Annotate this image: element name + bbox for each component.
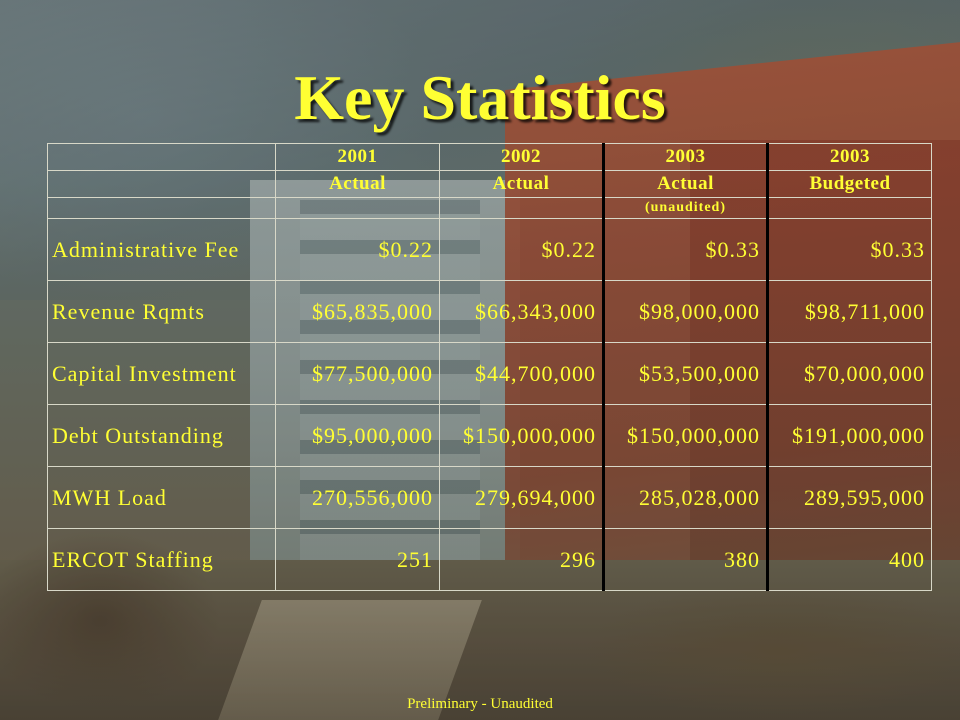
value-cell: $95,000,000 xyxy=(275,404,440,467)
row-label: Capital Investment xyxy=(47,342,276,405)
header-year-cell: 2003 xyxy=(602,143,769,171)
header-note-cell xyxy=(439,197,604,219)
value-cell: $0.33 xyxy=(767,218,932,281)
row-label: ERCOT Staffing xyxy=(47,528,276,591)
key-statistics-table: 2001 2002 2003 2003 Actual Actual Actual… xyxy=(47,143,932,591)
table-row: ERCOT Staffing 251 296 380 400 xyxy=(47,528,932,591)
header-note-cell: (unaudited) xyxy=(602,197,769,219)
value-cell: $66,343,000 xyxy=(439,280,604,343)
row-label: Revenue Rqmts xyxy=(47,280,276,343)
header-year-cell: 2003 xyxy=(767,143,932,171)
header-corner-cell xyxy=(47,143,276,171)
value-cell: 279,694,000 xyxy=(439,466,604,529)
value-cell: $150,000,000 xyxy=(602,404,769,467)
row-label: Administrative Fee xyxy=(47,218,276,281)
header-status-cell: Actual xyxy=(275,170,440,198)
header-note-cell xyxy=(275,197,440,219)
table-row: Administrative Fee $0.22 $0.22 $0.33 $0.… xyxy=(47,218,932,281)
value-cell: $0.22 xyxy=(439,218,604,281)
header-year-cell: 2002 xyxy=(439,143,604,171)
slide-title: Key Statistics xyxy=(294,62,666,133)
value-cell: $44,700,000 xyxy=(439,342,604,405)
value-cell: $0.22 xyxy=(275,218,440,281)
header-status-cell: Actual xyxy=(439,170,604,198)
row-label: MWH Load xyxy=(47,466,276,529)
footer-note: Preliminary - Unaudited xyxy=(407,696,553,712)
value-cell: 296 xyxy=(439,528,604,591)
value-cell: $98,711,000 xyxy=(767,280,932,343)
header-row-year: 2001 2002 2003 2003 xyxy=(47,143,932,171)
header-status-cell: Budgeted xyxy=(767,170,932,198)
value-cell: 289,595,000 xyxy=(767,466,932,529)
value-cell: $150,000,000 xyxy=(439,404,604,467)
value-cell: $98,000,000 xyxy=(602,280,769,343)
header-row-note: (unaudited) xyxy=(47,197,932,219)
header-note-cell xyxy=(767,197,932,219)
row-label: Debt Outstanding xyxy=(47,404,276,467)
table-row: Capital Investment $77,500,000 $44,700,0… xyxy=(47,342,932,405)
value-cell: $191,000,000 xyxy=(767,404,932,467)
value-cell: 251 xyxy=(275,528,440,591)
value-cell: $70,000,000 xyxy=(767,342,932,405)
header-corner-cell xyxy=(47,197,276,219)
value-cell: 380 xyxy=(602,528,769,591)
header-corner-cell xyxy=(47,170,276,198)
value-cell: $77,500,000 xyxy=(275,342,440,405)
value-cell: 270,556,000 xyxy=(275,466,440,529)
header-status-cell: Actual xyxy=(602,170,769,198)
header-year-cell: 2001 xyxy=(275,143,440,171)
table-row: Revenue Rqmts $65,835,000 $66,343,000 $9… xyxy=(47,280,932,343)
value-cell: 400 xyxy=(767,528,932,591)
header-row-status: Actual Actual Actual Budgeted xyxy=(47,170,932,198)
table-row: MWH Load 270,556,000 279,694,000 285,028… xyxy=(47,466,932,529)
value-cell: $0.33 xyxy=(602,218,769,281)
value-cell: $53,500,000 xyxy=(602,342,769,405)
value-cell: 285,028,000 xyxy=(602,466,769,529)
table-row: Debt Outstanding $95,000,000 $150,000,00… xyxy=(47,404,932,467)
value-cell: $65,835,000 xyxy=(275,280,440,343)
